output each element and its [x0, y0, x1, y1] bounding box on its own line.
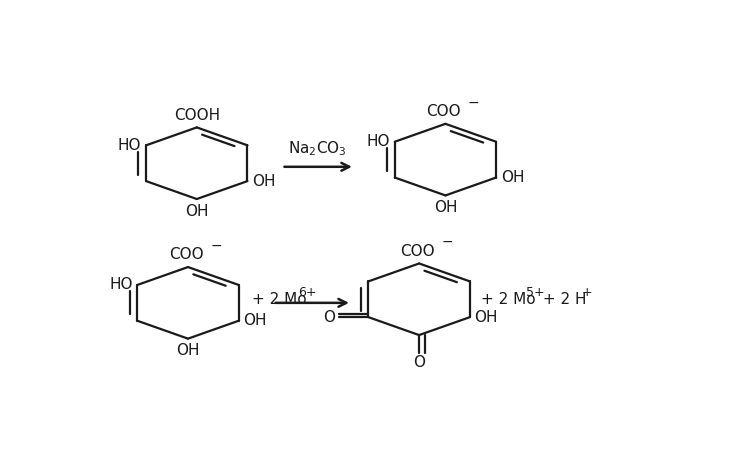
Text: COO: COO [400, 244, 435, 259]
Text: O: O [323, 310, 335, 325]
Text: OH: OH [501, 170, 524, 185]
Text: OH: OH [433, 200, 458, 215]
Text: COO: COO [169, 247, 204, 262]
Text: O: O [413, 355, 425, 371]
Text: −: − [210, 239, 222, 253]
Text: −: − [467, 95, 479, 110]
Text: HO: HO [109, 278, 133, 292]
Text: −: − [442, 235, 453, 249]
Text: + 2 H: + 2 H [538, 292, 587, 307]
Text: OH: OH [243, 313, 267, 328]
Text: COO: COO [427, 104, 461, 119]
Text: Na$_2$CO$_3$: Na$_2$CO$_3$ [288, 139, 347, 158]
Text: OH: OH [176, 343, 200, 359]
Text: COOH: COOH [174, 108, 220, 123]
Text: + 2 Mo: + 2 Mo [252, 292, 307, 307]
Text: 6+: 6+ [298, 286, 316, 299]
Text: 5+: 5+ [526, 286, 545, 299]
Text: OH: OH [185, 204, 208, 219]
Text: OH: OH [474, 310, 498, 325]
Text: +: + [581, 286, 592, 299]
Text: HO: HO [118, 138, 141, 153]
Text: OH: OH [252, 173, 276, 189]
Text: HO: HO [367, 134, 390, 149]
Text: + 2 Mo: + 2 Mo [480, 292, 535, 307]
